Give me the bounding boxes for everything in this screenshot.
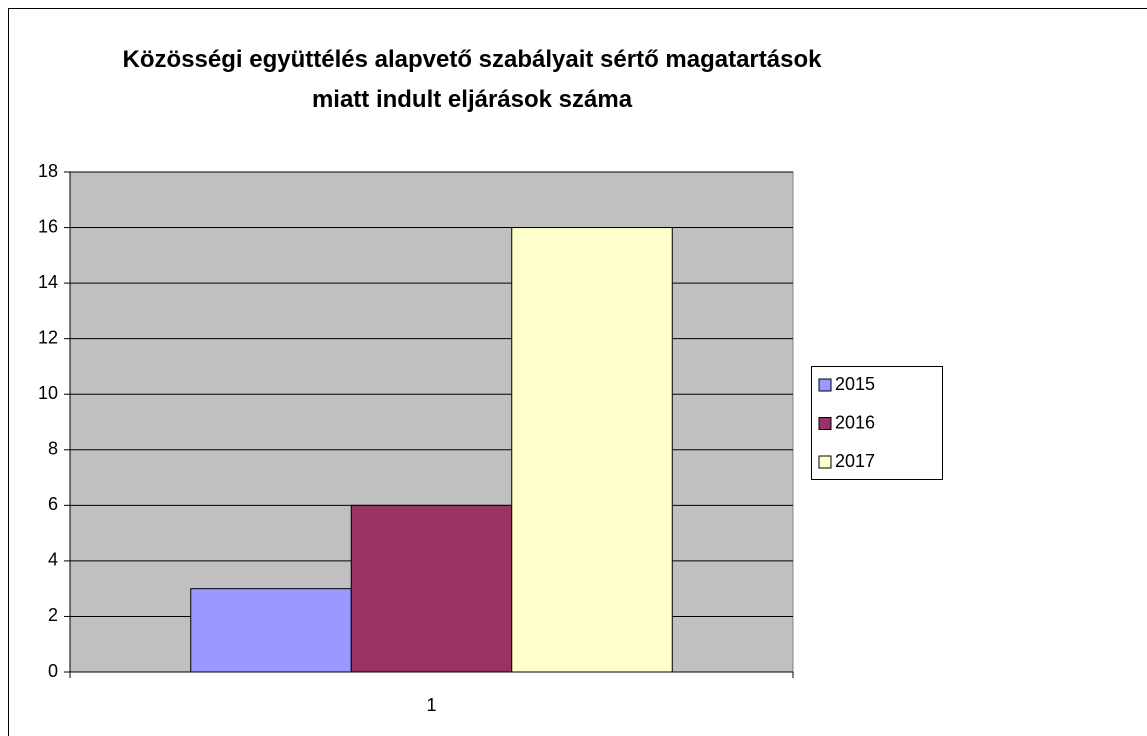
y-tick-label: 0: [48, 661, 58, 681]
bar: [350, 504, 513, 673]
legend-label: 2016: [835, 412, 875, 432]
y-tick-label: 16: [38, 216, 58, 236]
legend-label: 2015: [835, 374, 875, 394]
legend-swatch: [818, 455, 832, 469]
x-tick-label: 1: [426, 695, 436, 715]
bar: [190, 588, 352, 673]
y-tick-label: 6: [48, 494, 58, 514]
y-tick-label: 4: [48, 550, 58, 570]
y-tick-label: 8: [48, 439, 58, 459]
bar: [511, 227, 673, 673]
y-tick-label: 14: [38, 272, 58, 292]
y-tick-label: 18: [38, 161, 58, 181]
legend-swatch: [818, 417, 832, 430]
y-tick-label: 2: [48, 605, 58, 625]
y-tick-label: 10: [38, 383, 58, 403]
chart-title: Közösségi együttélés alapvető szabályait…: [122, 46, 822, 113]
legend-box: [811, 366, 943, 480]
y-tick-label: 12: [38, 327, 58, 347]
legend-swatch: [818, 378, 832, 392]
legend-label: 2017: [835, 451, 875, 471]
